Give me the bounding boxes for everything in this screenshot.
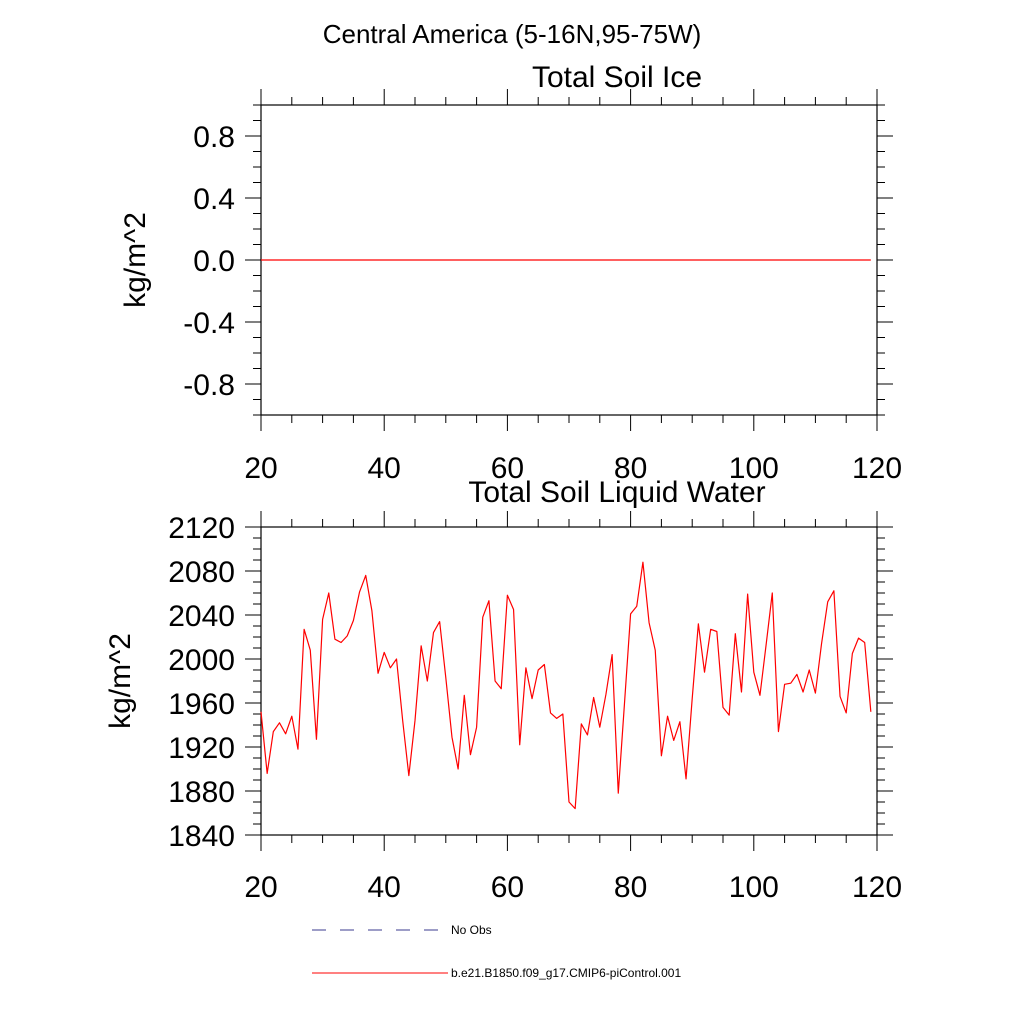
x-tick-label: 60 xyxy=(491,452,524,485)
x-tick-label: 20 xyxy=(244,452,277,485)
x-tick-label: 100 xyxy=(729,452,779,485)
y-tick-label: 0.4 xyxy=(193,183,235,216)
y-tick-label: 1960 xyxy=(168,688,235,721)
x-tick-label: 20 xyxy=(244,871,277,904)
y-tick-label: -0.8 xyxy=(183,369,235,402)
y-tick-label: 1880 xyxy=(168,776,235,809)
series-line xyxy=(260,561,872,810)
panel-title: Total Soil Liquid Water xyxy=(468,476,765,509)
y-tick-label: 1920 xyxy=(168,732,235,765)
legend-obs-label: No Obs xyxy=(451,923,492,937)
y-tick-label: 0.0 xyxy=(193,245,235,278)
y-tick-label: 2040 xyxy=(168,600,235,633)
x-tick-label: 80 xyxy=(614,452,647,485)
y-tick-label: 2000 xyxy=(168,644,235,677)
x-tick-label: 80 xyxy=(614,871,647,904)
y-tick-label: 2120 xyxy=(168,512,235,545)
y-tick-label: 0.8 xyxy=(193,121,235,154)
panel-title: Total Soil Ice xyxy=(532,61,702,94)
x-tick-label: 120 xyxy=(852,871,902,904)
plot-frame xyxy=(260,526,878,836)
y-tick-label: 2080 xyxy=(168,556,235,589)
x-tick-label: 40 xyxy=(368,871,401,904)
y-tick-label: 1840 xyxy=(168,820,235,853)
x-tick-label: 60 xyxy=(491,871,524,904)
x-tick-label: 120 xyxy=(852,452,902,485)
y-axis-label: kg/m^2 xyxy=(119,212,152,308)
legend-model-label: b.e21.B1850.f09_g17.CMIP6-piControl.001 xyxy=(451,966,681,980)
x-tick-label: 40 xyxy=(368,452,401,485)
y-axis-label: kg/m^2 xyxy=(104,633,137,729)
region-title: Central America (5-16N,95-75W) xyxy=(323,19,702,49)
y-tick-label: -0.4 xyxy=(183,307,235,340)
panel-total-soil-ice: Total Soil Ice kg/m^2 20 40 60 80 100 120 0.8 0.4… xyxy=(119,61,902,485)
legend: No Obs b.e21.B1850.f09_g17.CMIP6-piContr… xyxy=(312,923,681,980)
x-tick-label: 100 xyxy=(729,871,779,904)
